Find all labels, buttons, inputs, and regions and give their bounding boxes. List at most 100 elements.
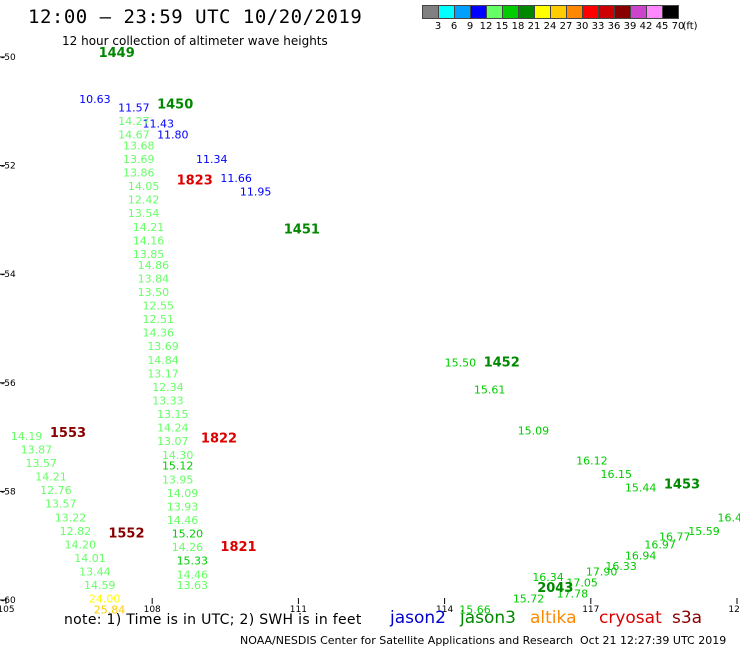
- color-scale-label: 12: [479, 21, 493, 32]
- page-subtitle: 12 hour collection of altimeter wave hei…: [62, 34, 328, 48]
- swh-label: 13.69: [147, 340, 179, 353]
- swh-label: 16.33: [605, 560, 637, 573]
- color-scale-label: 70: [671, 21, 685, 32]
- swh-label: 13.57: [45, 498, 76, 511]
- swh-label: 16.15: [601, 468, 633, 481]
- color-scale-label: 18: [511, 21, 525, 32]
- lon-tick-label: 111: [290, 605, 307, 615]
- swh-label: 14.46: [167, 514, 199, 527]
- pass-time-label: 1553: [50, 426, 86, 441]
- pass-time-label: 1823: [177, 174, 213, 189]
- swh-label: 11.80: [157, 128, 189, 141]
- swh-label: 10.63: [79, 93, 111, 106]
- swh-label: 11.95: [240, 185, 271, 198]
- pass-time-label: 1453: [664, 478, 700, 493]
- swh-label: 14.36: [142, 327, 174, 340]
- satellite-legend-item: jason2: [390, 608, 446, 628]
- swh-label: 14.20: [64, 538, 96, 551]
- swh-label: 14.05: [128, 180, 160, 193]
- swh-label: 14.27: [118, 115, 150, 128]
- swh-label: 13.33: [152, 395, 184, 408]
- color-scale-label: 30: [575, 21, 589, 32]
- pass-time-label: 1452: [484, 356, 520, 371]
- lat-tick-label: -52: [1, 162, 16, 172]
- lon-tick-label: 114: [436, 605, 453, 615]
- swh-label: 13.54: [128, 207, 160, 220]
- swh-label: 16.94: [625, 549, 657, 562]
- color-scale-bar: [422, 5, 679, 19]
- swh-label: 16.77: [659, 530, 691, 543]
- pass-time-label: 1552: [108, 527, 144, 542]
- swh-label: 15.61: [474, 384, 506, 397]
- color-scale-label: 33: [591, 21, 605, 32]
- swh-label: 13.86: [123, 166, 154, 179]
- swh-label: 15.66: [459, 604, 491, 617]
- swh-label: 14.21: [35, 471, 67, 484]
- swh-label: 13.15: [157, 408, 189, 421]
- satellite-legend-item: jason3: [460, 608, 516, 628]
- swh-label: 13.50: [138, 286, 170, 299]
- lat-tick-label: -58: [1, 487, 16, 497]
- swh-label: 14.59: [84, 579, 116, 592]
- swh-label: 13.87: [21, 443, 53, 456]
- color-scale-label: 36: [607, 21, 621, 32]
- swh-label: 13.85: [133, 248, 165, 261]
- swh-label: 15.33: [177, 555, 209, 568]
- color-scale-swatch: [662, 5, 679, 19]
- pass-time-label: 1450: [157, 98, 193, 113]
- swh-label: 13.63: [177, 579, 209, 592]
- color-scale-label: 24: [543, 21, 557, 32]
- swh-label: 16.45: [718, 511, 740, 524]
- swh-label: 16.97: [644, 538, 676, 551]
- color-scale-label: 3: [434, 21, 442, 32]
- swh-label: 14.16: [133, 234, 165, 247]
- color-scale-label: 45: [655, 21, 669, 32]
- swh-label: 15.20: [172, 528, 204, 541]
- color-scale-label: 42: [639, 21, 653, 32]
- swh-label: 15.44: [625, 481, 657, 494]
- swh-label: 12.42: [128, 194, 160, 207]
- pass-time-label: 1821: [220, 540, 256, 555]
- lon-tick-label: 108: [144, 605, 161, 615]
- swh-label: 15.09: [518, 424, 550, 437]
- swh-label: 11.66: [220, 172, 252, 185]
- footer-credit: NOAA/NESDIS Center for Satellite Applica…: [240, 634, 574, 647]
- swh-label: 14.46: [177, 568, 209, 581]
- swh-label: 14.24: [157, 422, 189, 435]
- swh-label: 13.07: [157, 435, 189, 448]
- swh-label: 11.43: [142, 118, 174, 131]
- swh-label: 14.67: [118, 128, 150, 141]
- swh-label: 14.30: [162, 449, 194, 462]
- swh-label: 15.59: [688, 525, 720, 538]
- swh-label: 13.69: [123, 153, 154, 166]
- pass-time-label: 1449: [99, 46, 135, 61]
- satellite-legend-item: altika: [530, 608, 577, 628]
- satellite-legend-item: cryosat: [599, 608, 662, 628]
- swh-label: 16.12: [576, 454, 608, 467]
- swh-label: 14.84: [147, 354, 179, 367]
- lat-tick-label: -54: [1, 270, 16, 280]
- swh-label: 17.78: [557, 587, 589, 600]
- axis-ticks: 105 108 111 114 117 120 -50 -52 -54 -56 -58 -60: [0, 53, 740, 615]
- swh-label: 14.01: [74, 552, 106, 565]
- swh-label: 16.34: [532, 571, 564, 584]
- page-title: 12:00 – 23:59 UTC 10/20/2019: [28, 6, 363, 28]
- lat-tick-label: -56: [1, 379, 16, 389]
- swh-label: 12.76: [40, 484, 72, 497]
- lat-tick-label: -50: [1, 53, 16, 63]
- color-scale-label: 27: [559, 21, 573, 32]
- swh-label: 12.82: [60, 525, 92, 538]
- color-scale-label: 39: [623, 21, 637, 32]
- swh-label: 14.09: [167, 487, 199, 500]
- swh-label: 12.34: [152, 381, 184, 394]
- swh-label: 11.57: [118, 101, 150, 114]
- color-scale-unit: (ft): [682, 21, 698, 32]
- footer-timestamp: Oct 21 12:27:39 UTC 2019: [580, 634, 727, 647]
- swh-label: 17.90: [586, 566, 618, 579]
- color-scale-label: 15: [495, 21, 509, 32]
- swh-label: 15.72: [513, 593, 545, 606]
- lon-tick-label: 120: [728, 605, 740, 615]
- swh-label: 12.51: [142, 313, 174, 326]
- swh-label: 25.84: [94, 604, 126, 617]
